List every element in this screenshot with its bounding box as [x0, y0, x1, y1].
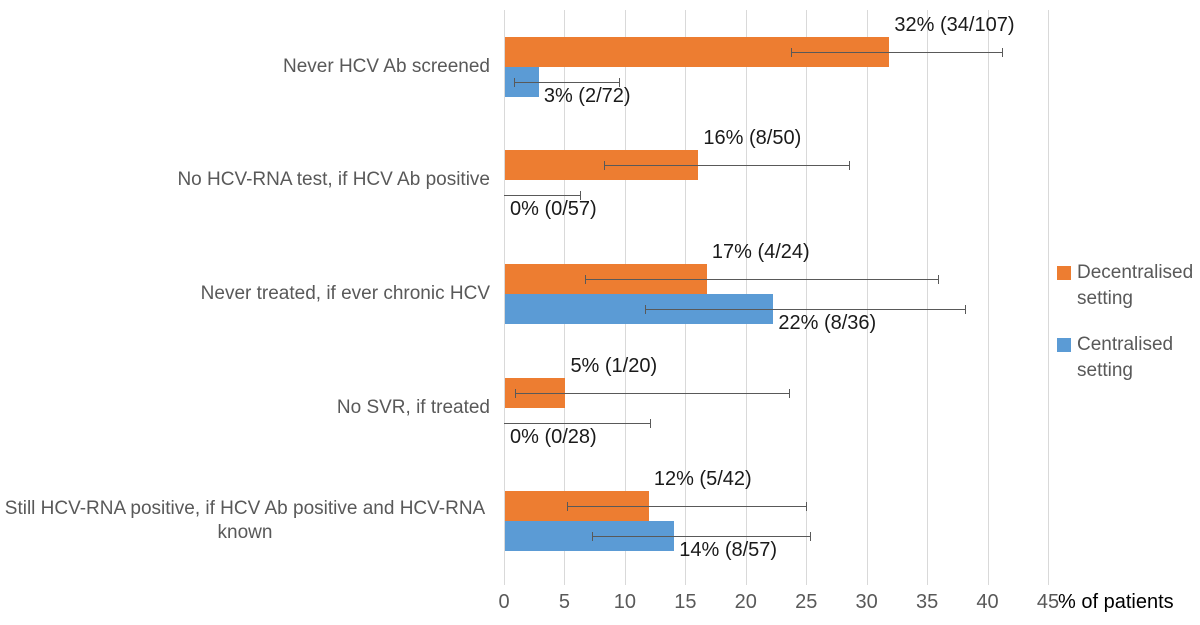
data-label: 3% (2/72): [543, 84, 631, 107]
axis-tick: [866, 578, 868, 585]
error-bar: [645, 309, 965, 310]
axis-tick: [624, 578, 626, 585]
category-label: No SVR, if treated: [336, 396, 490, 418]
data-label: 22% (8/36): [778, 312, 877, 334]
error-bar: [604, 165, 849, 167]
error-bar-cap: [806, 502, 808, 512]
error-bar-cap: [937, 275, 939, 284]
gridline: [1048, 10, 1049, 578]
category-label: Never HCV Ab screened: [283, 55, 490, 77]
x-tick-label: 5: [558, 591, 570, 613]
error-bar-cap: [964, 305, 966, 314]
legend-label-decentralised: Decentralised setting: [1077, 262, 1194, 309]
axis-tick: [745, 578, 747, 585]
axis-tick: [987, 578, 989, 585]
gridline: [806, 10, 808, 578]
data-label: 14% (8/57): [679, 539, 778, 562]
gridline: [504, 10, 505, 578]
legend-label-centralised: Centralised setting: [1077, 334, 1174, 381]
error-bar-cap: [848, 161, 850, 171]
axis-tick: [564, 578, 566, 585]
error-bar-cap: [604, 161, 606, 171]
category-label: Still HCV-RNA positive, if HCV Ab positi…: [4, 498, 486, 544]
data-label: 0% (0/57): [510, 198, 597, 221]
error-bar: [514, 392, 790, 394]
data-label: 5% (1/20): [570, 354, 658, 377]
error-bar-cap: [809, 532, 811, 542]
axis-tick: [504, 578, 505, 585]
legend: Decentralised setting Centralised settin…: [1057, 0, 1200, 625]
error-bar-cap: [645, 305, 647, 314]
error-bar: [566, 506, 807, 508]
error-bar: [513, 81, 619, 83]
error-bar-cap: [650, 418, 652, 428]
legend-item-decentralised: Decentralised setting: [1057, 260, 1200, 312]
error-bar: [504, 195, 581, 197]
error-bar: [790, 51, 1003, 53]
data-label: 0% (0/28): [510, 425, 597, 448]
data-label: 32% (34/107): [894, 13, 1015, 36]
x-tick-label: 15: [674, 591, 697, 613]
error-bar-cap: [584, 275, 586, 284]
x-tick-label: 30: [855, 591, 878, 613]
error-bar-cap: [1002, 47, 1004, 57]
error-bar: [592, 536, 810, 538]
axis-tick: [927, 578, 929, 585]
error-bar-cap: [513, 77, 515, 87]
x-tick-label: 35: [915, 591, 939, 613]
x-tick-label: 25: [795, 591, 818, 613]
error-bar-cap: [566, 502, 568, 512]
error-bar-cap: [514, 388, 516, 398]
x-axis-title: % of patients: [1058, 591, 1174, 613]
x-tick-label: 10: [613, 591, 636, 613]
x-tick-label: 0: [498, 591, 510, 613]
error-bar-cap: [790, 47, 792, 57]
data-label: 17% (4/24): [711, 241, 810, 263]
axis-tick: [1048, 578, 1049, 585]
error-bar-cap: [580, 191, 582, 201]
axis-tick: [806, 578, 808, 585]
x-tick-label: 40: [976, 591, 999, 613]
gridline: [987, 10, 989, 578]
legend-item-centralised: Centralised setting: [1057, 332, 1200, 384]
axis-tick: [685, 578, 687, 585]
x-tick-label: 45: [1036, 591, 1060, 613]
category-label: No HCV-RNA test, if HCV Ab positive: [177, 169, 490, 191]
error-bar-cap: [592, 532, 594, 542]
gridline: [866, 10, 868, 578]
legend-swatch-decentralised-icon: [1057, 266, 1071, 280]
error-bar-cap: [789, 388, 791, 398]
error-bar: [504, 422, 651, 424]
data-label: 16% (8/50): [703, 127, 802, 150]
category-label: Never treated, if ever chronic HCV: [200, 282, 490, 304]
legend-swatch-centralised-icon: [1057, 338, 1071, 352]
x-tick-label: 20: [734, 591, 757, 613]
error-bar: [584, 279, 938, 280]
error-bar-cap: [618, 77, 620, 87]
gridline: [927, 10, 929, 578]
data-label: 12% (5/42): [653, 468, 752, 491]
